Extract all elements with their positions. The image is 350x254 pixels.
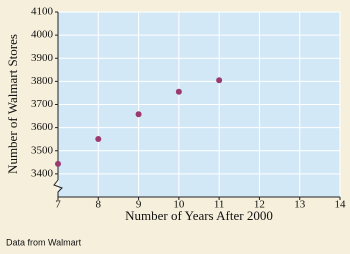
x-tick-label: 11 [214, 199, 225, 211]
point [95, 135, 102, 142]
x-tick-label: 10 [173, 199, 185, 211]
x-tick-label: 7 [55, 199, 61, 211]
x-tick-label: 14 [335, 199, 347, 211]
y-tick-label: 3600 [31, 121, 54, 133]
point [55, 160, 61, 167]
axis-break [53, 179, 63, 197]
y-tick-label: 3500 [31, 144, 54, 156]
y-tick-label: 3700 [31, 98, 54, 110]
point [135, 111, 142, 118]
y-tick-label: 3800 [31, 75, 54, 87]
y-tick-label: 4000 [31, 29, 54, 41]
y-tick-label: 3400 [31, 167, 54, 179]
x-tick-label: 8 [96, 199, 102, 211]
source-note: Data from Walmart [6, 237, 82, 247]
point [216, 77, 223, 84]
y-tick-label: 4100 [31, 6, 54, 18]
x-tick-label: 13 [294, 199, 306, 211]
x-axis-title: Number of Years After 2000 [125, 208, 273, 223]
x-tick-label: 9 [136, 199, 142, 211]
y-tick-label: 3900 [31, 52, 54, 64]
point [175, 88, 182, 95]
y-axis-title: Number of Walmart Stores [5, 34, 20, 174]
x-tick-label: 12 [254, 199, 265, 211]
